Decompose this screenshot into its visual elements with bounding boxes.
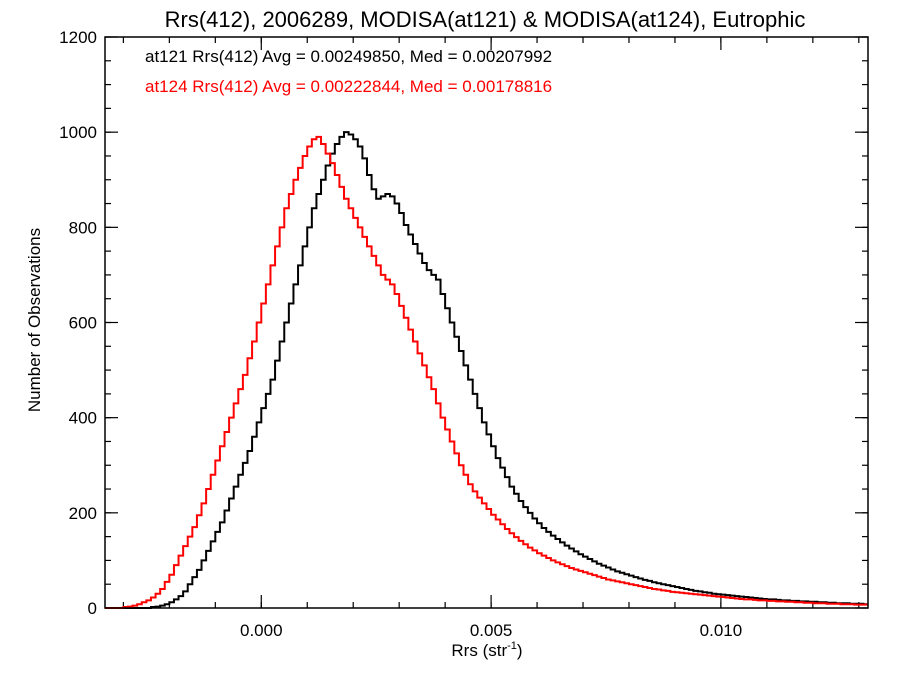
y-axis-label: Number of Observations bbox=[25, 228, 44, 412]
y-tick-label: 400 bbox=[69, 409, 97, 428]
x-axis-label-superscript: -1 bbox=[507, 640, 517, 652]
histogram-series bbox=[105, 131, 868, 609]
y-tick-label: 600 bbox=[69, 314, 97, 333]
x-tick-label: 0.000 bbox=[240, 621, 283, 640]
annotation-at124-stats: at124 Rrs(412) Avg = 0.00222844, Med = 0… bbox=[145, 77, 552, 96]
annotation-at121-stats: at121 Rrs(412) Avg = 0.00249850, Med = 0… bbox=[145, 47, 552, 66]
y-tick-label: 1000 bbox=[59, 123, 97, 142]
stats-annotations: at121 Rrs(412) Avg = 0.00249850, Med = 0… bbox=[145, 47, 552, 96]
chart-title: Rrs(412), 2006289, MODISA(at121) & MODIS… bbox=[165, 7, 806, 32]
tick-labels: 0.000 0.005 0.010 0 200 400 600 800 1000 1200 bbox=[59, 28, 742, 640]
y-tick-label: 1200 bbox=[59, 28, 97, 47]
x-axis-label-main: Rrs (str bbox=[451, 641, 507, 660]
y-tick-label: 200 bbox=[69, 504, 97, 523]
x-tick-label: 0.005 bbox=[470, 621, 513, 640]
x-axis-label-close: ) bbox=[517, 641, 523, 660]
series-line-at124 bbox=[105, 135, 868, 609]
series-line-at121 bbox=[105, 131, 868, 609]
axis-ticks bbox=[105, 36, 868, 609]
plot-frame bbox=[104, 36, 869, 609]
y-tick-label: 0 bbox=[88, 599, 97, 618]
x-tick-label: 0.010 bbox=[700, 621, 743, 640]
y-tick-label: 800 bbox=[69, 218, 97, 237]
x-axis-label: Rrs (str-1) bbox=[451, 640, 522, 660]
